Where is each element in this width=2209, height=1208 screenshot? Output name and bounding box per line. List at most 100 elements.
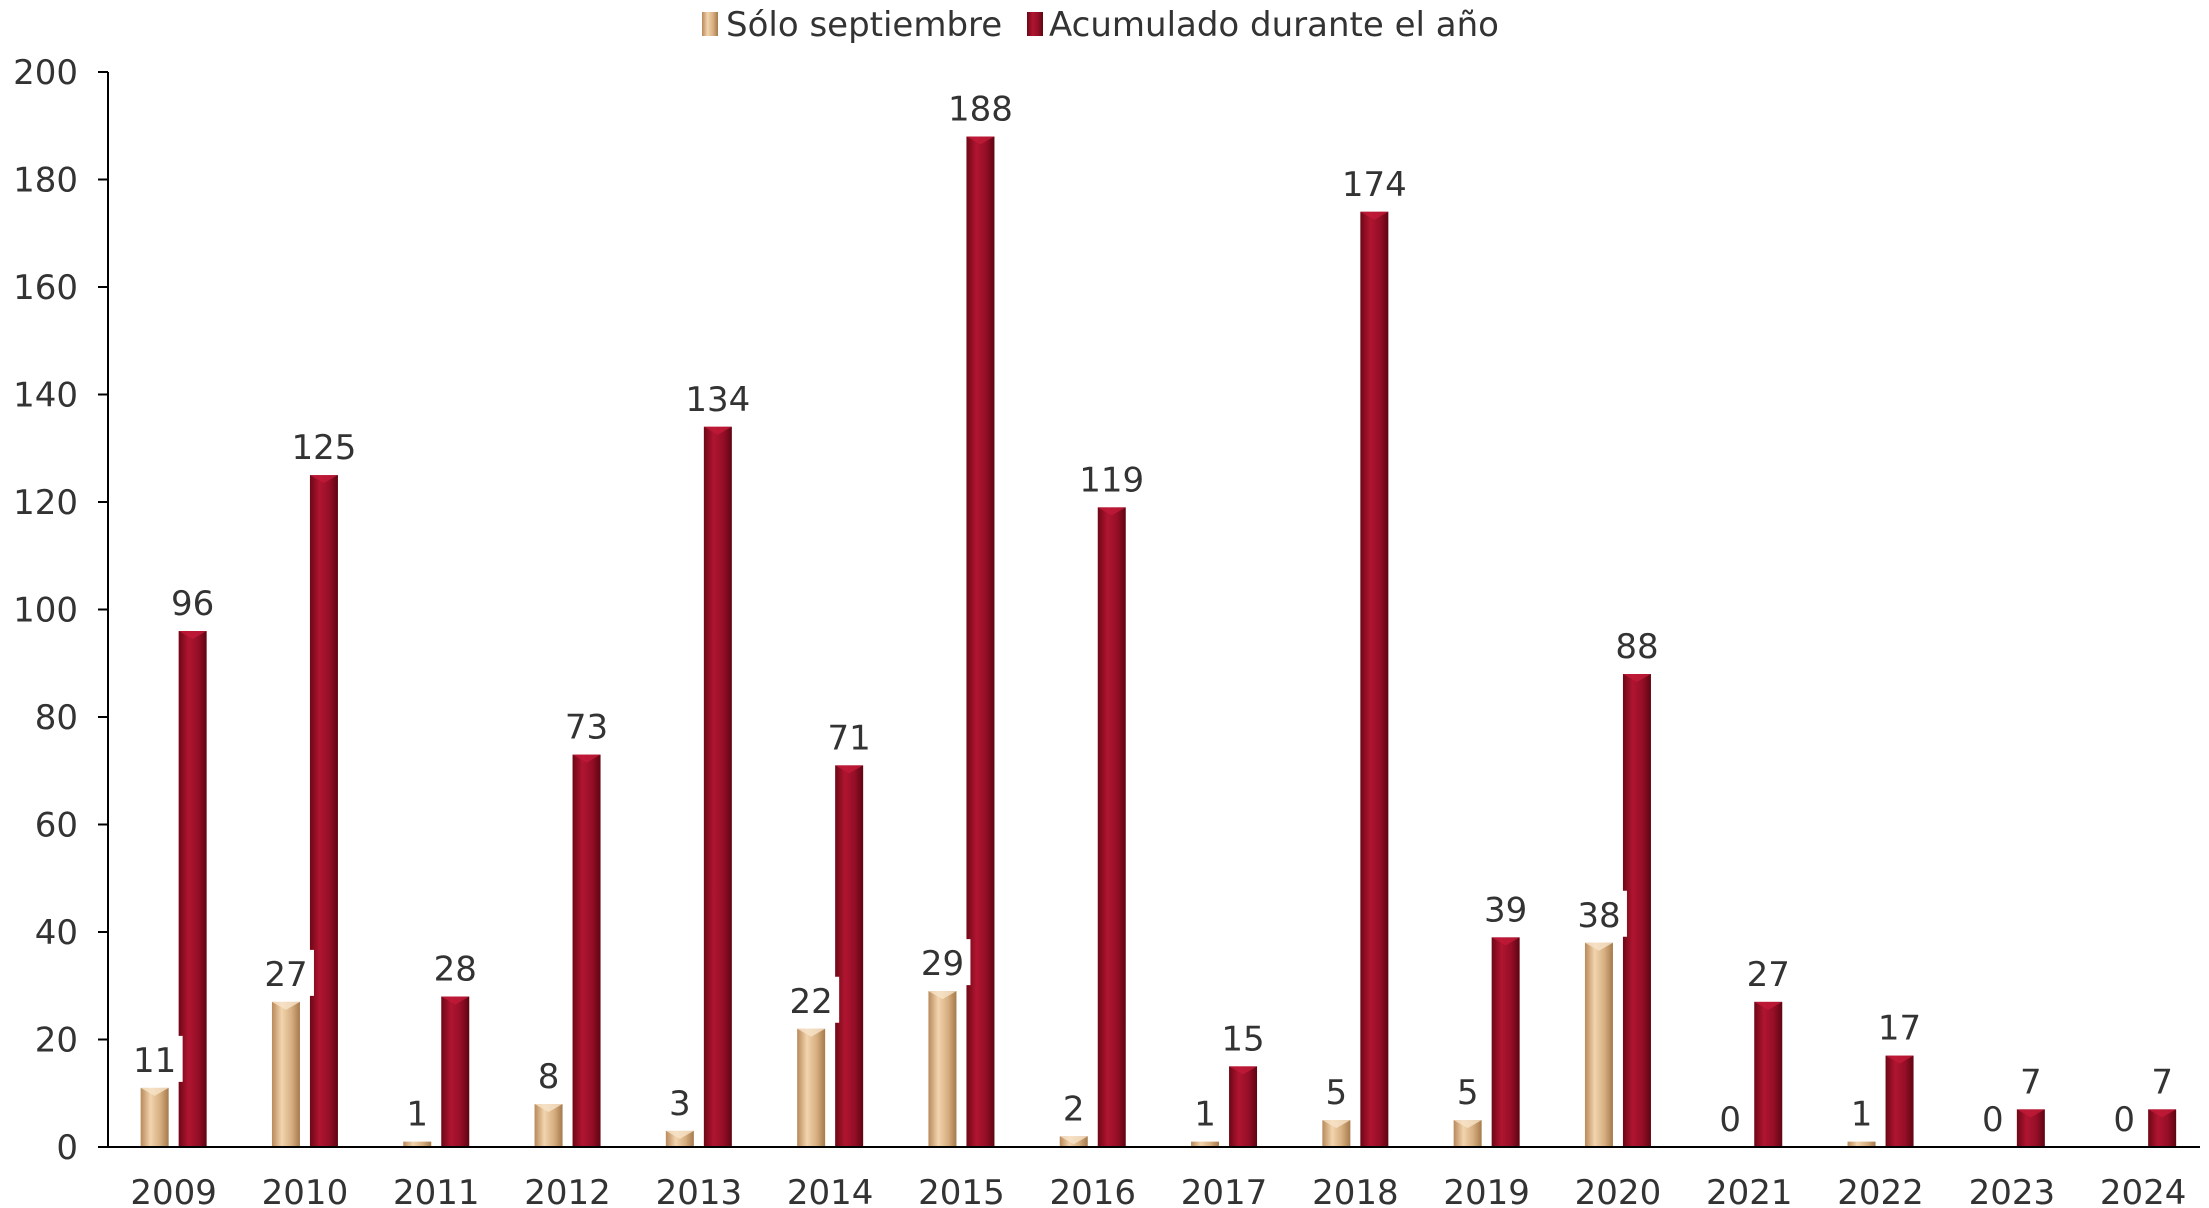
bar-acumulado (1229, 1066, 1258, 1147)
y-tick-label: 100 (13, 591, 78, 631)
x-tick-label: 2022 (1837, 1173, 1924, 1208)
data-label-solo-septiembre: 3 (669, 1084, 691, 1124)
data-label-acumulado: 28 (434, 950, 477, 990)
data-label-solo-septiembre: 0 (2113, 1100, 2135, 1140)
x-tick-label: 2021 (1706, 1173, 1793, 1208)
data-label-acumulado: 125 (291, 428, 356, 468)
data-label-acumulado: 88 (1615, 627, 1658, 667)
bar-cap (966, 136, 995, 145)
x-axis-ticks: 2009 2010 2011 2012 2013 2014 2015 2016 2017 2018… (130, 1173, 2186, 1208)
label-backdrop (1318, 1068, 1354, 1115)
bar-solo-septiembre (1191, 1141, 1220, 1147)
data-label-solo-septiembre: 1 (1851, 1095, 1873, 1135)
data-label-acumulado: 174 (1342, 165, 1407, 205)
bar-acumulado (835, 765, 864, 1147)
data-label-solo-septiembre: 0 (1982, 1100, 2004, 1140)
data-label-solo-septiembre: 1 (1194, 1095, 1216, 1135)
data-label-acumulado: 15 (1221, 1019, 1264, 1059)
data-label-solo-septiembre: 27 (264, 955, 307, 995)
data-label-acumulado: 7 (2151, 1062, 2173, 1102)
bar-cap (1754, 1001, 1783, 1010)
label-backdrop (1570, 890, 1627, 937)
label-backdrop (1450, 1068, 1486, 1115)
label-backdrop (257, 949, 314, 996)
x-tick-label: 2015 (918, 1173, 1005, 1208)
x-tick-label: 2018 (1312, 1173, 1399, 1208)
bar-acumulado (1885, 1055, 1914, 1147)
y-tick-label: 40 (35, 913, 78, 953)
bar-cap (797, 1028, 826, 1037)
data-labels: 1196271251288733134227129188211911551745… (126, 90, 2173, 1140)
bar-acumulado (309, 475, 338, 1147)
y-tick-label: 140 (13, 376, 78, 416)
legend-label: Acumulado durante el año (1049, 5, 1499, 45)
data-label-solo-septiembre: 29 (921, 944, 964, 984)
bars (140, 136, 2177, 1147)
bar-cap (309, 475, 338, 484)
data-label-solo-septiembre: 5 (1326, 1073, 1348, 1113)
y-tick-label: 0 (56, 1128, 78, 1168)
data-label-solo-septiembre: 8 (538, 1057, 560, 1097)
legend-label: Sólo septiembre (726, 5, 1002, 45)
x-tick-label: 2019 (1443, 1173, 1530, 1208)
data-label-solo-septiembre: 22 (790, 982, 833, 1022)
x-tick-label: 2014 (787, 1173, 874, 1208)
bar-cap (1229, 1066, 1258, 1075)
bar-cap (572, 754, 601, 763)
bar-solo-septiembre (665, 1130, 694, 1147)
y-tick-label: 20 (35, 1021, 78, 1061)
data-label-acumulado: 119 (1079, 460, 1144, 500)
bar-solo-septiembre (1847, 1141, 1876, 1147)
y-tick-label: 120 (13, 483, 78, 523)
bar-cap (1491, 937, 1520, 946)
bar-cap (1059, 1136, 1088, 1145)
legend: Sólo septiembre Acumulado durante el año (702, 5, 1499, 45)
data-label-solo-septiembre: 0 (1719, 1100, 1741, 1140)
bar-acumulado (1491, 937, 1520, 1147)
label-backdrop (531, 1052, 567, 1098)
y-tick-label: 80 (35, 698, 78, 738)
bar-acumulado (178, 631, 207, 1147)
data-label-acumulado: 7 (2020, 1062, 2042, 1102)
y-tick-label: 200 (13, 53, 78, 93)
bar-cap (2016, 1109, 2045, 1118)
bar-cap (178, 631, 207, 639)
bar-cap (1097, 507, 1126, 516)
bar-acumulado (703, 426, 732, 1147)
data-label-solo-septiembre: 5 (1457, 1073, 1479, 1113)
bar-cap (140, 1087, 169, 1096)
x-tick-label: 2017 (1181, 1173, 1268, 1208)
data-label-solo-septiembre: 11 (133, 1041, 176, 1081)
bar-acumulado (1622, 674, 1651, 1147)
bar-solo-septiembre (140, 1087, 169, 1147)
bar-acumulado (966, 136, 995, 1147)
x-tick-label: 2010 (262, 1173, 349, 1208)
bar-cap (703, 426, 732, 435)
bar-cap (534, 1104, 563, 1112)
data-label-acumulado: 17 (1878, 1009, 1921, 1049)
data-label-solo-septiembre: 38 (1577, 896, 1620, 936)
bar-solo-septiembre (928, 991, 957, 1147)
bar-solo-septiembre (797, 1028, 826, 1147)
x-tick-label: 2011 (393, 1173, 480, 1208)
legend-swatch (702, 12, 718, 36)
bar-cap (1360, 211, 1389, 220)
x-tick-label: 2020 (1575, 1173, 1662, 1208)
data-label-acumulado: 188 (948, 90, 1013, 130)
data-label-acumulado: 27 (1747, 955, 1790, 995)
data-label-solo-septiembre: 2 (1063, 1089, 1085, 1129)
bar-cap (441, 996, 470, 1005)
bar-solo-septiembre (1584, 942, 1613, 1147)
bar-cap (835, 765, 864, 774)
data-label-solo-septiembre: 1 (406, 1095, 428, 1135)
bar-solo-septiembre (271, 1001, 300, 1147)
bar-acumulado (1754, 1001, 1783, 1147)
x-tick-label: 2009 (130, 1173, 217, 1208)
data-label-acumulado: 39 (1484, 890, 1527, 930)
bar-cap (928, 991, 957, 1000)
x-tick-label: 2023 (1969, 1173, 2056, 1208)
bar-cap (2148, 1109, 2177, 1118)
data-label-acumulado: 96 (171, 584, 214, 624)
bar-solo-septiembre (403, 1141, 432, 1147)
